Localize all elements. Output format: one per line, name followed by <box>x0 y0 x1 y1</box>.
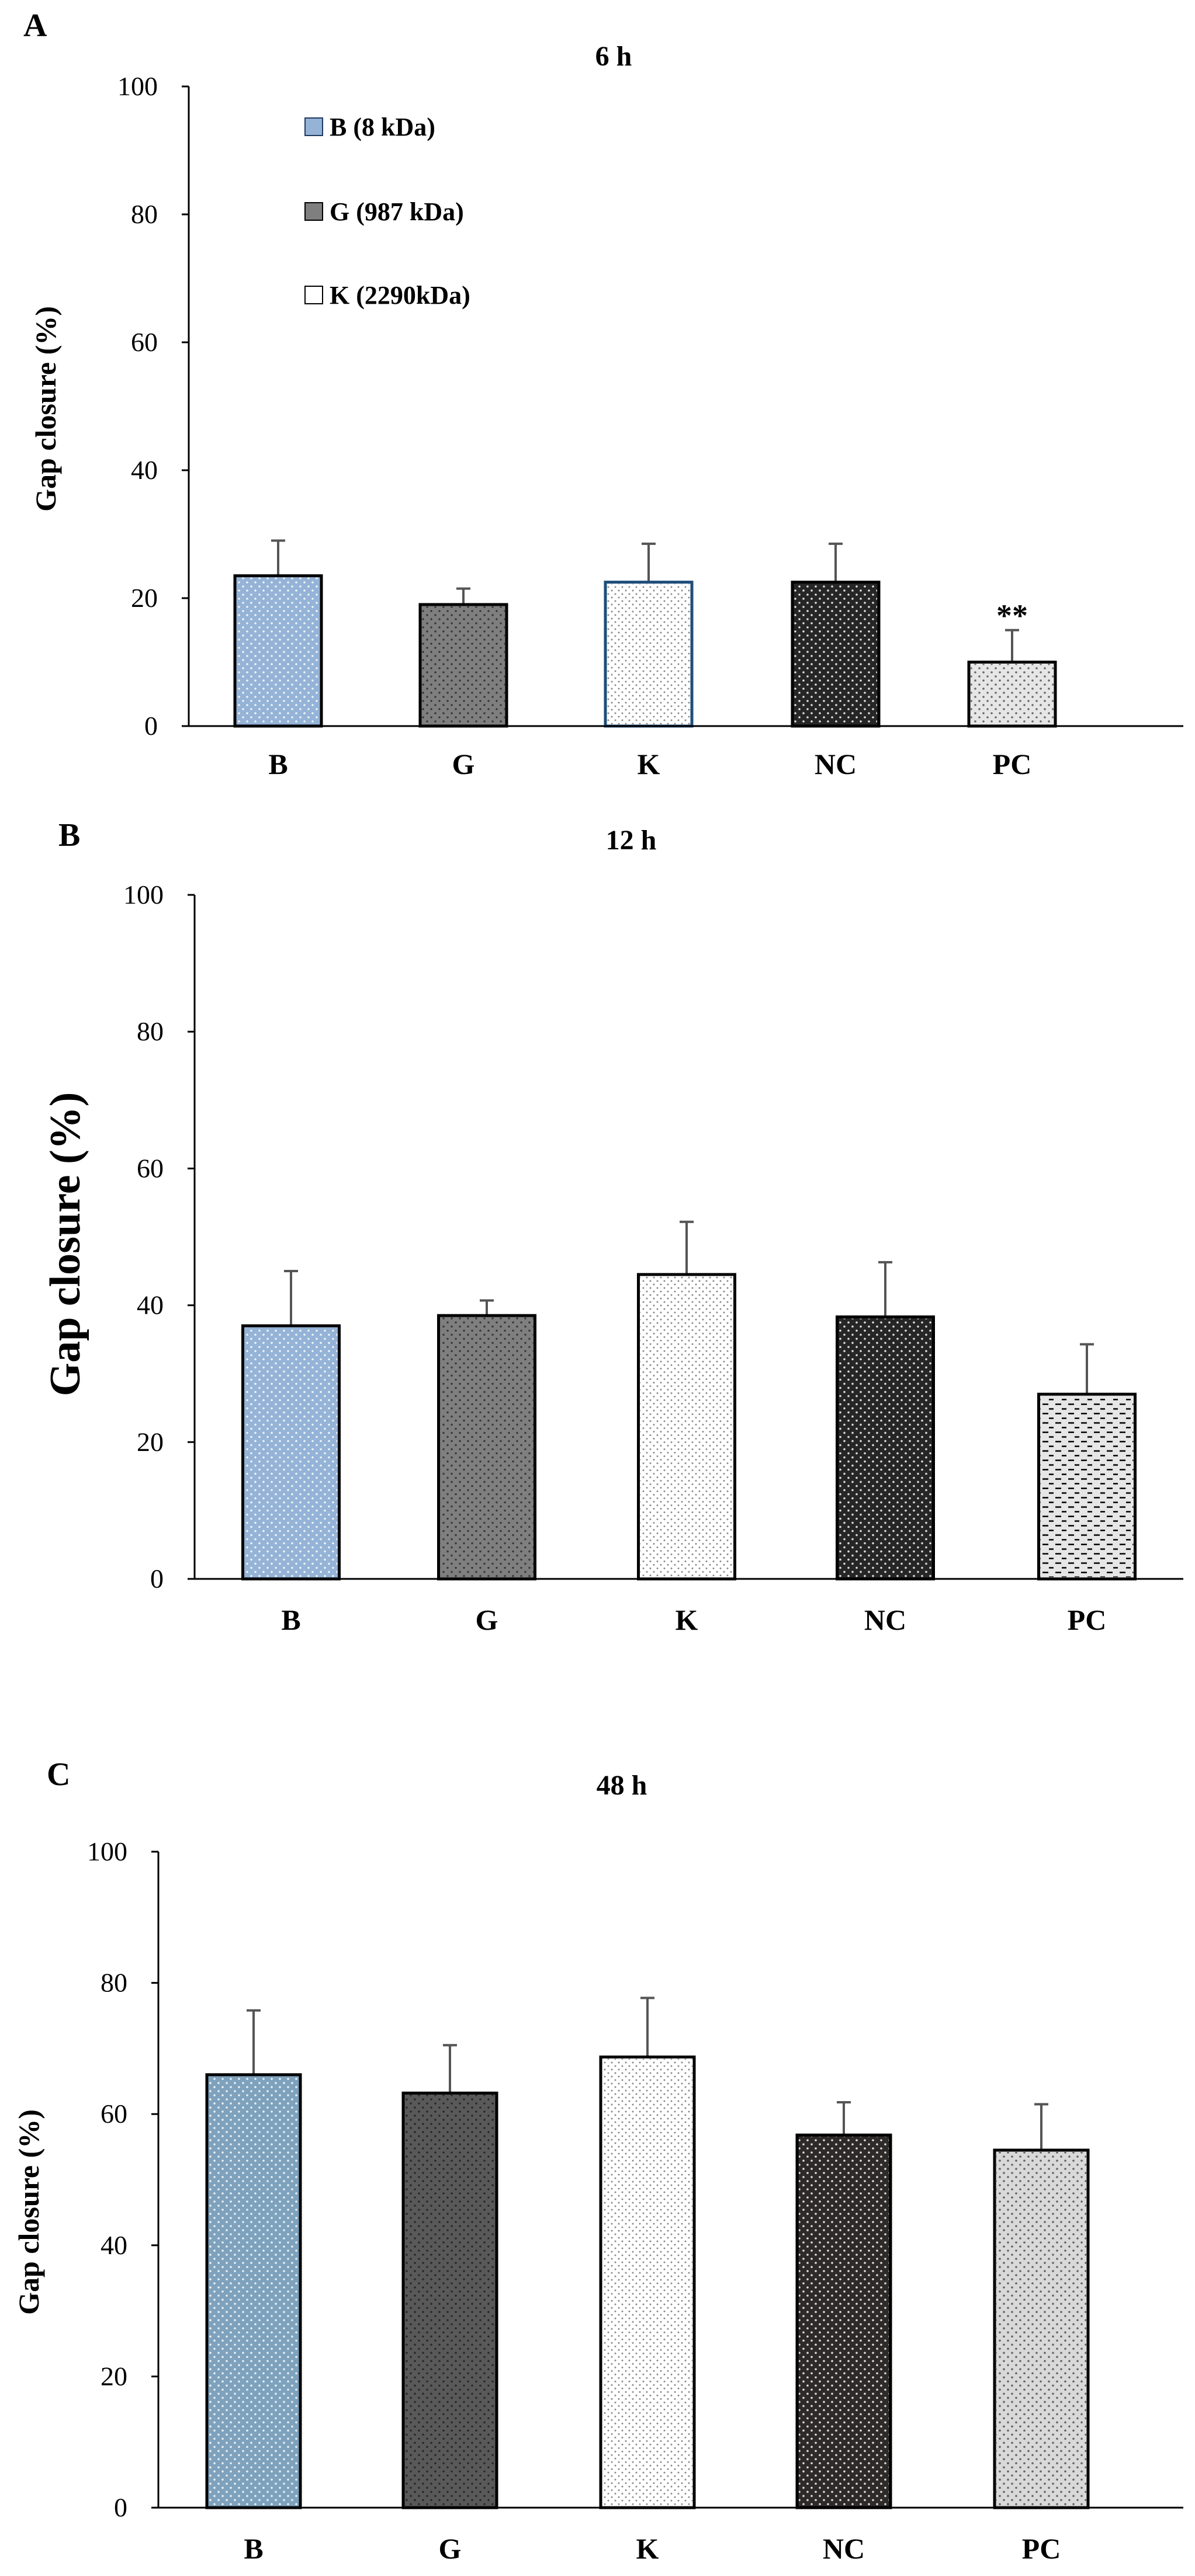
y-tick-label: 60 <box>101 2099 127 2129</box>
bar-texture-g <box>405 2095 495 2506</box>
y-axis-label: Gap closure (%) <box>29 306 62 512</box>
category-label-b: B <box>244 2532 263 2565</box>
bar-texture-nc <box>794 584 877 724</box>
category-labels: B G K NC PC <box>268 748 1031 780</box>
bar-texture-g <box>440 1317 534 1577</box>
y-tick-label: 100 <box>117 71 158 101</box>
y-tick-label: 40 <box>131 455 158 485</box>
bar-texture-pc <box>996 2151 1086 2506</box>
category-label-pc: PC <box>1068 1603 1107 1636</box>
legend-item-b: B (8 kDa) <box>304 113 435 141</box>
panel-letter-b: B <box>58 817 80 853</box>
legend-swatch-k <box>304 286 323 304</box>
y-tick-label: 100 <box>123 880 164 909</box>
legend-item-g: G (987 kDa) <box>304 197 464 226</box>
y-tick-label: 20 <box>137 1427 164 1457</box>
category-label-nc: NC <box>823 2532 865 2565</box>
y-axis-label: Gap closure (%) <box>12 2109 45 2315</box>
y-axis-label: Gap closure (%) <box>41 1092 89 1397</box>
category-labels: B G K NC PC <box>244 2532 1061 2565</box>
panel-b: B 12 h Gap closure (%) 0 20 40 60 80 100 B G K N… <box>41 817 1183 1636</box>
legend-item-k: K (2290kDa) <box>304 281 470 310</box>
legend-swatch-g <box>304 202 323 221</box>
bar-texture-k <box>640 1276 733 1577</box>
y-tick-label: 0 <box>150 1564 164 1593</box>
legend-swatch-b <box>304 117 323 136</box>
legend: B (8 kDa) G (987 kDa) K (2290kDa) <box>304 113 470 310</box>
chart-title: 48 h <box>597 1770 647 1801</box>
y-tick-label: 40 <box>137 1290 164 1320</box>
legend-label-g: G (987 kDa) <box>330 197 464 226</box>
y-tick-label: 0 <box>144 711 158 741</box>
category-label-g: G <box>452 748 475 780</box>
category-label-b: B <box>268 748 288 780</box>
category-label-k: K <box>676 1603 698 1636</box>
y-tick-label: 0 <box>114 2492 127 2522</box>
y-tick-label: 20 <box>131 583 158 613</box>
bar-texture-pc <box>971 664 1054 724</box>
y-tick-label: 80 <box>131 199 158 229</box>
category-label-nc: NC <box>864 1603 906 1636</box>
panel-a: A 6 h Gap closure (%) 0 20 40 60 80 100 B G K NC… <box>23 8 1183 780</box>
y-tick-label: 80 <box>101 1968 127 1998</box>
y-ticks: 0 20 40 60 80 100 <box>87 1836 158 2522</box>
category-label-k: K <box>638 748 660 780</box>
y-tick-label: 40 <box>101 2230 127 2260</box>
panel-c: C 48 h Gap closure (%) 0 20 40 60 80 100 B G K N… <box>12 1756 1183 2565</box>
category-label-k: K <box>636 2532 659 2565</box>
bar-texture-b <box>209 2076 299 2506</box>
bar-texture-nc <box>839 1318 932 1577</box>
bar-texture-g <box>422 606 505 724</box>
significance-marker: ** <box>996 598 1028 633</box>
bar-texture-k <box>607 584 690 724</box>
panel-letter-c: C <box>47 1756 70 1793</box>
category-label-pc: PC <box>993 748 1032 780</box>
bars <box>233 539 1057 728</box>
category-label-b: B <box>281 1603 300 1636</box>
chart-title: 6 h <box>595 41 632 72</box>
category-label-nc: NC <box>815 748 857 780</box>
category-label-pc: PC <box>1022 2532 1061 2565</box>
legend-label-k: K (2290kDa) <box>330 281 470 310</box>
bars <box>241 1220 1137 1581</box>
y-ticks: 0 20 40 60 80 100 <box>117 71 189 741</box>
y-tick-label: 60 <box>137 1153 164 1183</box>
category-label-g: G <box>476 1603 498 1636</box>
bar-texture-b <box>237 577 320 724</box>
y-tick-label: 60 <box>131 327 158 357</box>
chart-title: 12 h <box>606 825 657 856</box>
y-tick-label: 20 <box>101 2361 127 2391</box>
bar-texture-b <box>244 1327 338 1577</box>
legend-label-b: B (8 kDa) <box>330 113 435 141</box>
y-tick-label: 80 <box>137 1016 164 1046</box>
bar-texture-pc <box>1040 1395 1134 1577</box>
bar-texture-k <box>602 2058 692 2506</box>
y-ticks: 0 20 40 60 80 100 <box>123 880 195 1593</box>
category-label-g: G <box>439 2532 462 2565</box>
panel-letter-a: A <box>23 8 47 44</box>
category-labels: B G K NC PC <box>281 1603 1106 1636</box>
y-tick-label: 100 <box>87 1836 127 1866</box>
bars <box>205 1997 1090 2509</box>
bar-texture-nc <box>799 2137 889 2506</box>
